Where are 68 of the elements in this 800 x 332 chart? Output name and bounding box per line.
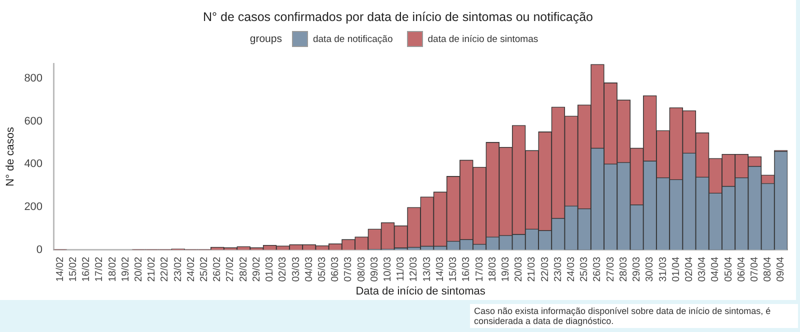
x-tick-label: 03/03 xyxy=(290,256,302,282)
x-tick-label: 08/03 xyxy=(356,256,368,282)
x-tick-label: 27/03 xyxy=(605,256,616,282)
x-tick-label: 01/04 xyxy=(670,256,682,282)
x-tick-label: 26/03 xyxy=(592,256,604,282)
x-axis-title: Data de início de sintomas xyxy=(356,285,486,298)
x-tick-label: 15/03 xyxy=(448,256,460,282)
x-tick-label: 29/03 xyxy=(632,256,643,282)
x-tick-label: 22/03 xyxy=(540,256,551,282)
x-tick-label: 26/02 xyxy=(212,256,224,282)
x-tick-label: 07/03 xyxy=(343,256,354,282)
x-tick-label: 05/03 xyxy=(316,256,328,282)
x-tick-label: 06/03 xyxy=(330,256,342,282)
x-tick-label: 29/02 xyxy=(251,256,262,282)
x-tick-label: 05/04 xyxy=(723,256,734,282)
x-tick-label: 31/03 xyxy=(658,256,669,282)
x-tick-label: 22/02 xyxy=(160,256,171,282)
x-tick-label: 25/03 xyxy=(579,256,590,282)
x-tick-label: 20/03 xyxy=(514,256,525,282)
x-tick-label: 14/03 xyxy=(434,256,446,282)
x-tick-label: 14/02 xyxy=(54,256,66,282)
x-tick-label: 01/03 xyxy=(264,256,276,282)
x-tick-label: 21/03 xyxy=(526,256,538,282)
x-tick-label: 17/03 xyxy=(474,256,486,282)
x-tick-label: 10/03 xyxy=(382,256,394,282)
x-tick-label: 23/02 xyxy=(172,256,184,282)
legend-label: data de notificação xyxy=(312,34,393,44)
y-tick-label: 400 xyxy=(24,158,43,170)
x-tick-label: 04/04 xyxy=(710,256,722,282)
y-axis-title: N° de casos xyxy=(4,126,17,186)
x-tick-label: 27/02 xyxy=(225,256,236,282)
x-tick-label: 02/04 xyxy=(684,256,695,282)
y-tick-label: 0 xyxy=(36,244,43,256)
x-tick-label: 09/03 xyxy=(369,256,380,282)
x-tick-label: 28/03 xyxy=(618,256,630,282)
x-tick-label: 19/03 xyxy=(500,256,512,282)
x-tick-label: 13/03 xyxy=(422,256,433,282)
x-tick-label: 21/02 xyxy=(146,256,158,282)
y-tick-label: 200 xyxy=(24,201,43,214)
x-tick-label: 04/03 xyxy=(304,256,315,282)
x-tick-label: 02/03 xyxy=(278,256,289,282)
x-tick-label: 20/02 xyxy=(133,256,144,282)
x-tick-label: 06/04 xyxy=(736,256,748,282)
x-tick-label: 18/03 xyxy=(487,256,498,282)
x-tick-label: 07/04 xyxy=(750,256,760,282)
x-tick-label: 09/04 xyxy=(776,256,787,282)
x-tick-label: 08/04 xyxy=(762,256,774,282)
y-tick-label: 600 xyxy=(24,115,43,128)
legend-label: data de início de sintomas xyxy=(428,34,538,44)
x-tick-label: 15/02 xyxy=(68,256,79,282)
x-tick-label: 18/02 xyxy=(107,256,118,282)
x-tick-label: 24/02 xyxy=(186,256,197,282)
x-tick-label: 12/03 xyxy=(408,256,420,282)
legend-title: groups xyxy=(250,33,282,45)
chart-title: N° de casos confirmados por data de início de sintomas ou notificação xyxy=(202,9,594,24)
x-tick-label: 25/02 xyxy=(199,256,210,282)
x-tick-label: 23/03 xyxy=(552,256,564,282)
x-tick-label: 11/03 xyxy=(396,256,407,282)
text: Caso não exista informação disponível sobre data de início de sintomas, é considerada a data de diagnóstico. xyxy=(470,304,798,328)
y-tick-label: 800 xyxy=(24,72,43,85)
x-tick-label: 03/04 xyxy=(697,256,708,282)
x-tick-label: 30/03 xyxy=(644,256,656,282)
x-tick-label: 19/02 xyxy=(120,256,132,282)
x-tick-label: 16/03 xyxy=(461,256,472,282)
x-tick-label: 24/03 xyxy=(566,256,578,282)
x-tick-label: 16/02 xyxy=(81,256,92,282)
x-tick-label: 17/02 xyxy=(94,256,106,282)
x-tick-label: 28/02 xyxy=(238,256,250,282)
